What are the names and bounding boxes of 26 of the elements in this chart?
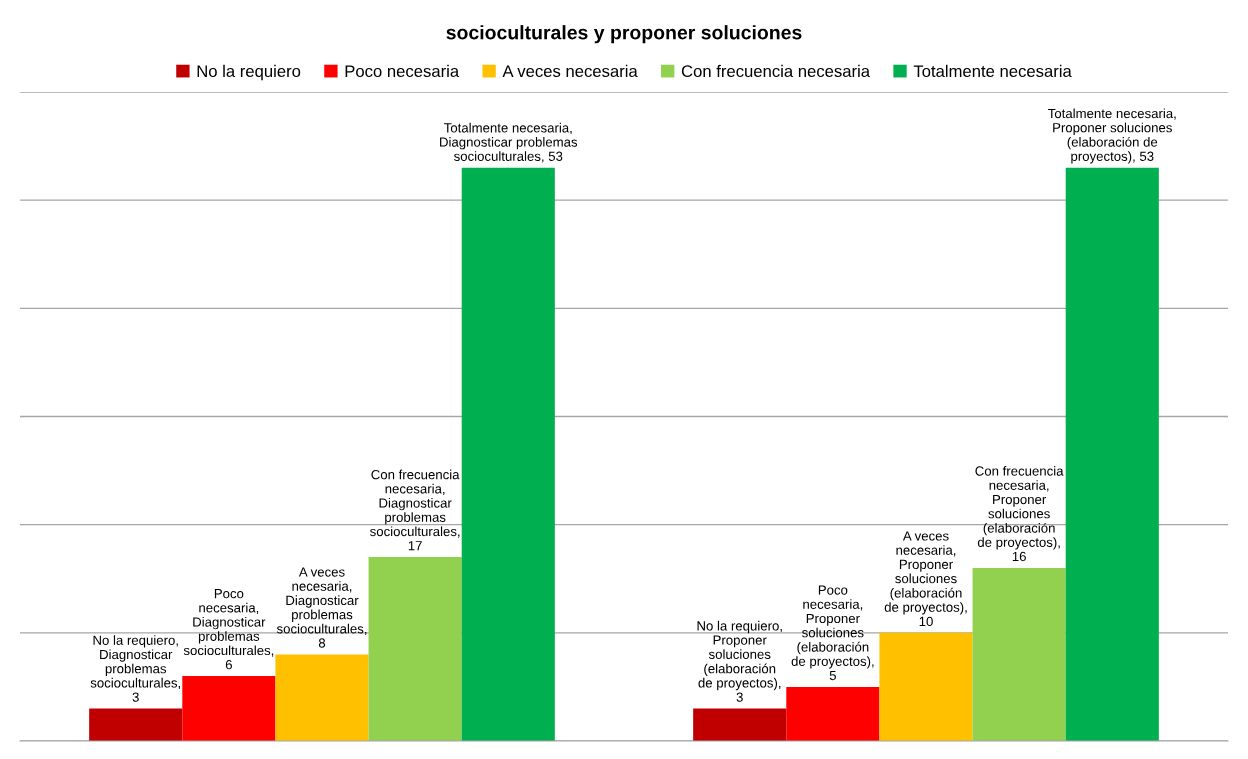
data-label: Totalmente necesaria, Proponer soluciones (elaboración de proyectos), 53 [1048, 108, 1176, 164]
bar [693, 708, 787, 741]
legend-label: Totalmente necesaria [913, 64, 1072, 78]
bar [275, 654, 369, 741]
bar [972, 567, 1066, 741]
data-label: No la requiero, Diagnosticar problemas socioculturales, 3 [90, 635, 181, 702]
bar [182, 676, 276, 741]
data-label: Totalmente necesaria, Diagnosticar problemas socioculturales, 53 [440, 122, 578, 163]
data-label: No la requiero, Proponer soluciones (elaboración de proyectos), 3 [697, 620, 782, 702]
legend-label: A veces necesaria [502, 64, 638, 78]
bar [786, 686, 880, 741]
data-label: A veces necesaria, Proponer soluciones (elaboración de proyectos), 10 [884, 531, 967, 627]
data-label: Poco necesaria, Proponer soluciones (elaboración de proyectos), 5 [791, 585, 874, 681]
legend-label: Con frecuencia necesaria [681, 64, 871, 78]
chart-title: socioculturales y proponer soluciones [446, 25, 802, 44]
data-label: Con frecuencia necesaria, Proponer soluciones (elaboración de proyectos), 16 [975, 466, 1064, 562]
bar [1065, 167, 1159, 741]
bar [368, 557, 462, 741]
bar [89, 708, 183, 741]
data-label: A veces necesaria, Diagnosticar problemas socioculturales, 8 [276, 567, 367, 648]
data-label: Con frecuencia necesaria, Diagnosticar problemas socioculturales, 17 [370, 469, 460, 551]
data-label: Poco necesaria, Diagnosticar problemas socioculturales, 6 [183, 589, 274, 670]
bar [879, 632, 973, 741]
bar [461, 167, 555, 741]
legend-label: Poco necesaria [345, 64, 460, 78]
legend-label: No la requiero [197, 64, 301, 81]
